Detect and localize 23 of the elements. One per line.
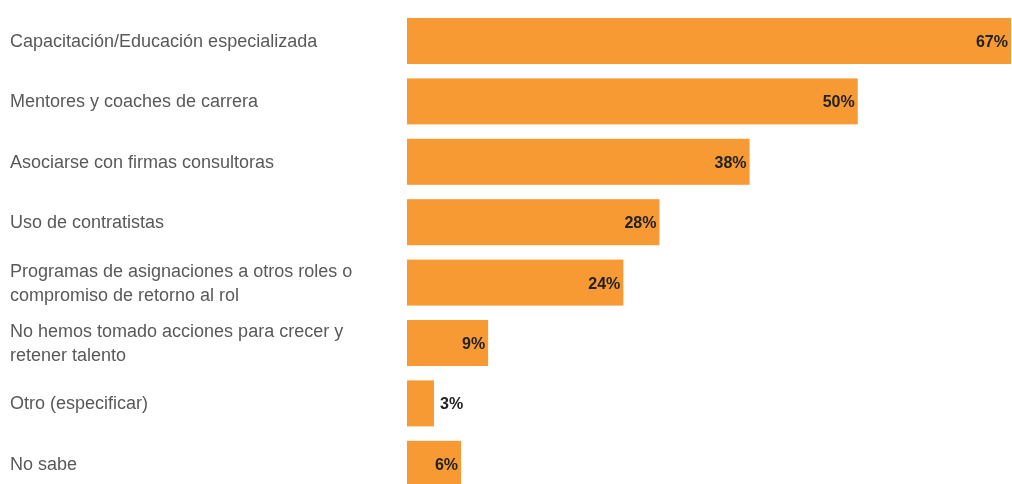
bar xyxy=(407,78,858,125)
y-tick-label: Uso de contratistas xyxy=(10,212,165,233)
data-label: 38% xyxy=(714,153,747,171)
data-label: 28% xyxy=(624,214,657,232)
y-tick-label: Asociarse con firmas consultoras xyxy=(10,151,275,172)
data-label: 50% xyxy=(822,93,855,111)
bar xyxy=(407,380,435,427)
y-tick-label: Programas de asignaciones a otros roles o compromiso de retorno al rol xyxy=(10,260,353,305)
data-label: 6% xyxy=(434,455,459,473)
bar xyxy=(407,320,489,366)
bar xyxy=(407,138,750,185)
bar xyxy=(407,259,624,306)
data-label: 3% xyxy=(440,395,464,413)
y-tick-label: No hemos tomado acciones para crecer y retener talento xyxy=(10,321,344,365)
y-tick-label: Capacitación/Educación especializada xyxy=(10,31,319,51)
bar xyxy=(407,199,660,246)
data-label: 67% xyxy=(975,33,1008,50)
y-tick-label: Otro (especificar) xyxy=(10,393,149,414)
bar xyxy=(407,18,1011,64)
data-label: 24% xyxy=(588,274,621,292)
data-label: 9% xyxy=(462,335,486,352)
y-tick-label: No sabe xyxy=(10,453,78,474)
y-tick-label: Mentores y coaches de carrera xyxy=(10,91,260,112)
